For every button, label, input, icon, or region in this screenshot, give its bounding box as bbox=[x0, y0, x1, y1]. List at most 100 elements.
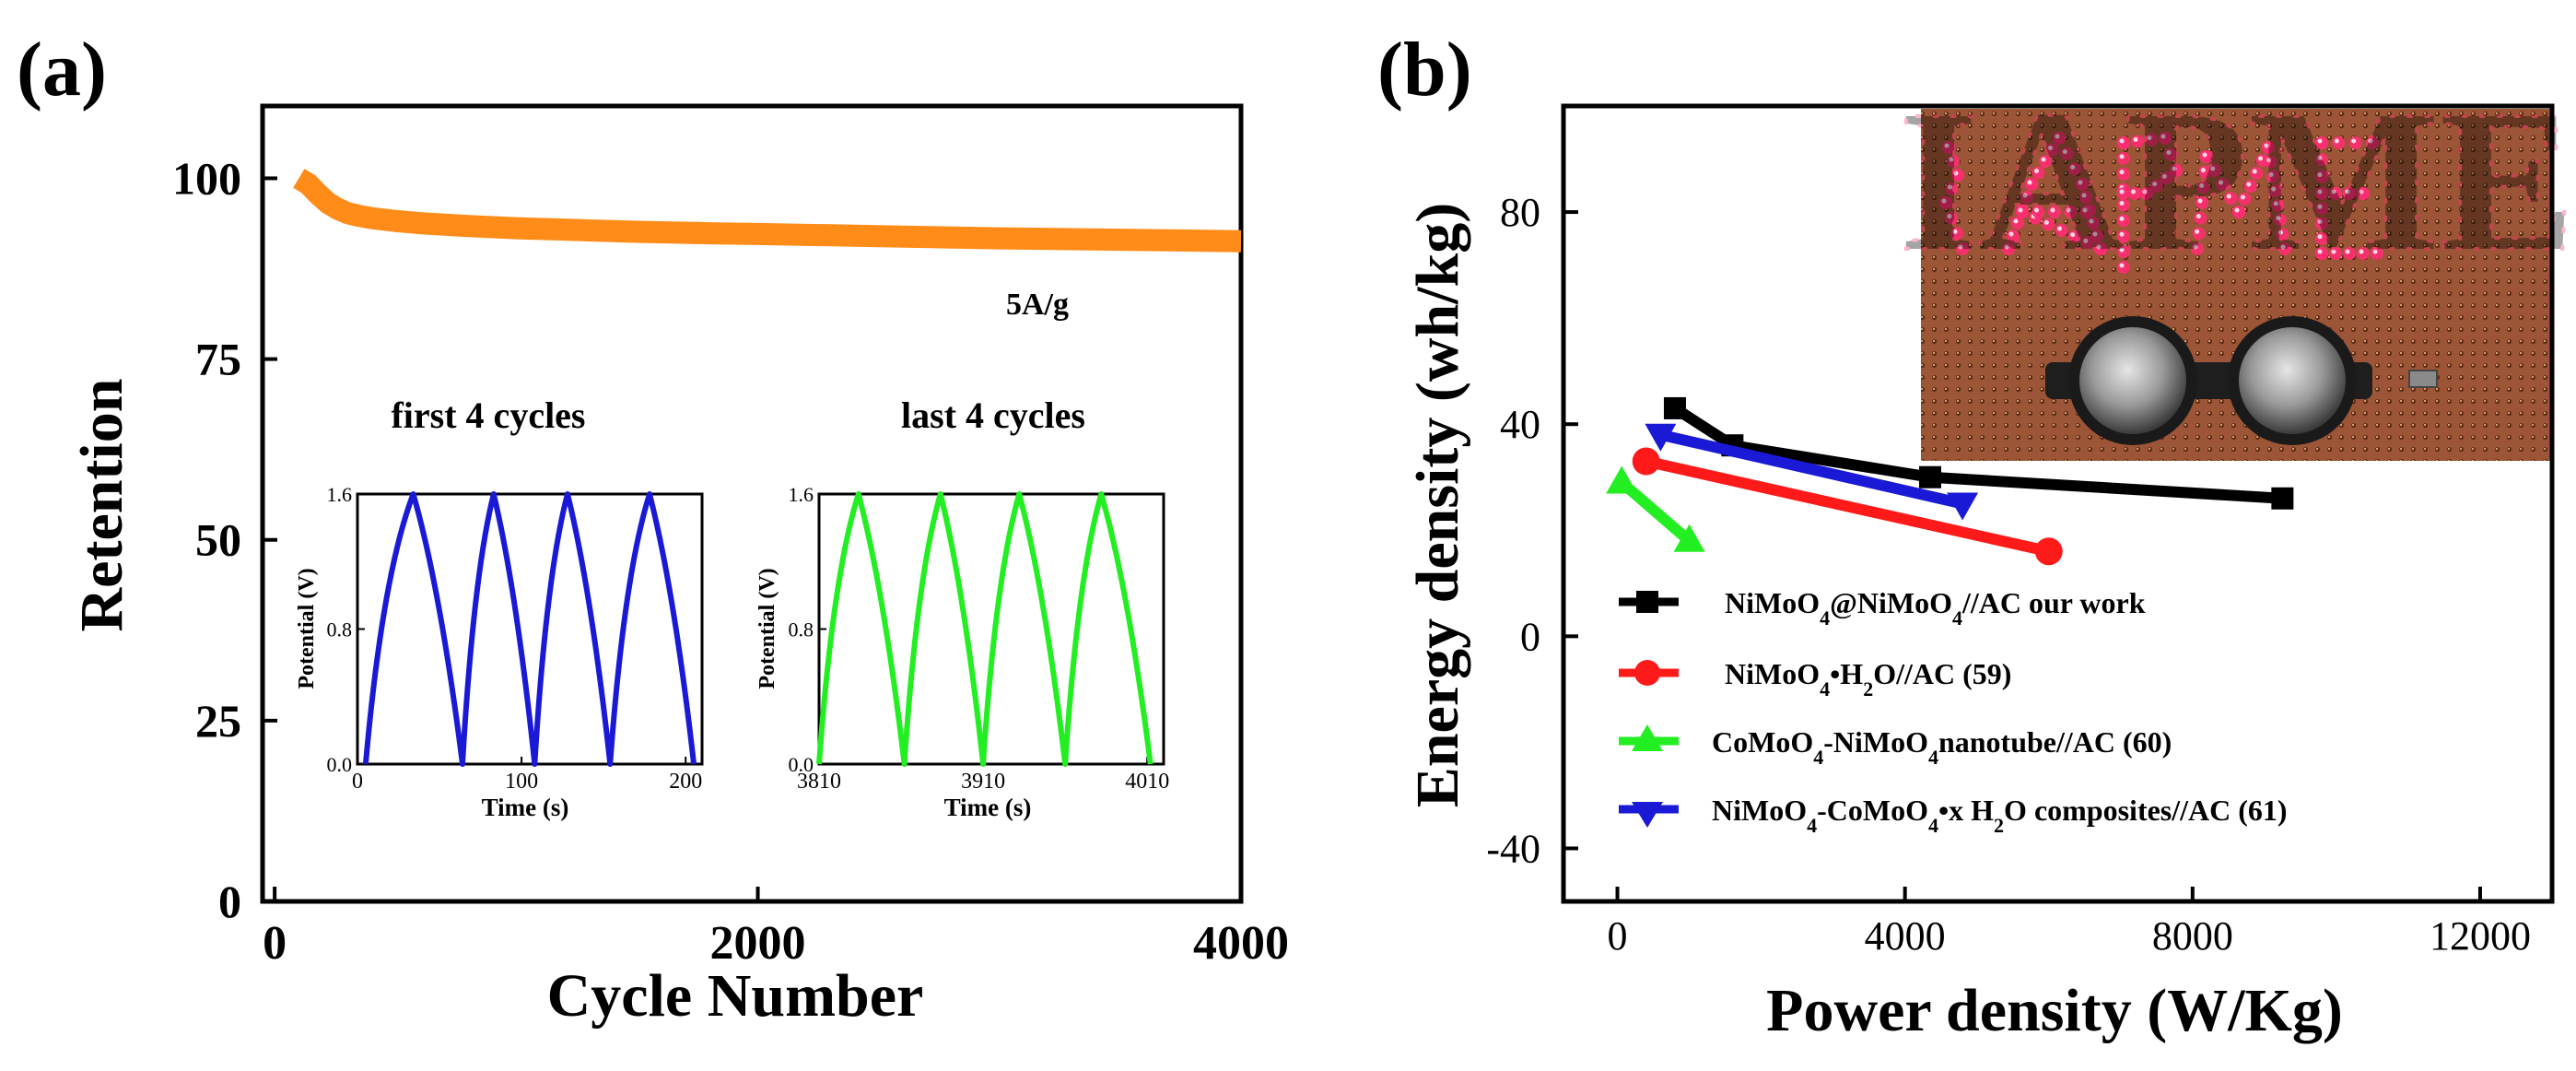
inset-last-4-cycles: last 4 cycles 3810 3910 4010 0.0 0.8 1.6 Time… bbox=[755, 394, 1169, 821]
legend-label-ref60: CoMoO4-NiMoO4nanotube//AC (60) bbox=[1712, 725, 2172, 769]
ragone-series-line-1 bbox=[1645, 455, 2051, 558]
led-highlight bbox=[2202, 152, 2207, 158]
inset-last-series-line bbox=[816, 491, 1153, 767]
legend-marker-triangle-up bbox=[1632, 724, 1663, 751]
led-highlight bbox=[2172, 166, 2177, 171]
led-highlight bbox=[2334, 138, 2339, 144]
ragone-point-square bbox=[2271, 487, 2294, 510]
led-highlight bbox=[2317, 204, 2323, 209]
current-density-annotation: 5A/g bbox=[1006, 288, 1069, 322]
retention-y-ticks: 0 25 50 75 100 bbox=[172, 152, 277, 927]
coin-cell-photo: IAPME bbox=[1897, 66, 2576, 461]
led-highlight bbox=[2083, 238, 2089, 243]
led-highlight bbox=[2264, 143, 2269, 148]
led-highlight bbox=[2070, 232, 2076, 238]
led-highlight bbox=[1941, 198, 1947, 204]
ragone-point-square bbox=[1918, 465, 1941, 488]
panel-b-ragone-chart: (b) IAPME 0 4000 8000 12000 -40 0 40 80 Power … bbox=[1377, 27, 2576, 1044]
ragone-y-tick-label: 0 bbox=[1520, 614, 1540, 659]
led-highlight bbox=[2131, 189, 2136, 194]
led-highlight bbox=[2119, 154, 2125, 159]
led-highlight bbox=[2043, 219, 2049, 225]
led-highlight bbox=[2081, 193, 2087, 198]
led-highlight bbox=[2226, 194, 2231, 199]
led-highlight bbox=[2268, 171, 2274, 177]
led-highlight bbox=[2004, 244, 2009, 250]
resistor-component bbox=[2408, 370, 2438, 388]
led-highlight bbox=[2161, 173, 2167, 179]
led-highlight bbox=[2048, 146, 2053, 150]
inset-first-title: first 4 cycles bbox=[391, 394, 585, 436]
ragone-plot-frame bbox=[1561, 103, 2555, 904]
ragone-series-line-0 bbox=[1671, 403, 2283, 504]
legend-item-ref60: CoMoO4-NiMoO4nanotube//AC (60) bbox=[1619, 724, 2172, 769]
led-highlight bbox=[2034, 169, 2039, 173]
retention-x-axis-label: Cycle Number bbox=[547, 962, 924, 1030]
led-highlight bbox=[2027, 180, 2032, 185]
ragone-point-triangle-up bbox=[1606, 465, 1638, 494]
led-highlight bbox=[1947, 214, 1952, 219]
ragone-y-ticks: -40 0 40 80 bbox=[1486, 190, 1578, 871]
inset-first-y-tick-label: 1.6 bbox=[327, 483, 353, 506]
coin-cell-left bbox=[2079, 327, 2186, 434]
led-highlight bbox=[2082, 207, 2088, 213]
led-highlight bbox=[2013, 218, 2019, 224]
led-highlight bbox=[2368, 138, 2373, 144]
led-highlight bbox=[2234, 207, 2240, 213]
retention-x-tick-label: 0 bbox=[263, 917, 287, 970]
led-highlight bbox=[2119, 170, 2125, 175]
inset-first-x-tick-label: 100 bbox=[505, 770, 538, 794]
coin-cell-right bbox=[2239, 327, 2346, 434]
legend-item-our-work: NiMoO4@NiMoO4//AC our work bbox=[1619, 586, 2146, 630]
inset-first-series-line bbox=[362, 491, 697, 767]
led-highlight bbox=[2317, 189, 2323, 194]
retention-y-tick-label: 100 bbox=[172, 152, 241, 204]
led-highlight bbox=[2142, 189, 2148, 194]
inset-first-ticks: 0 100 200 0.0 0.8 1.6 bbox=[327, 483, 703, 794]
ragone-y-tick-label: 80 bbox=[1500, 190, 1540, 235]
ragone-point-triangle-down bbox=[1645, 423, 1677, 452]
retention-x-ticks: 0 2000 4000 bbox=[263, 887, 1289, 970]
panel-b-label: (b) bbox=[1377, 27, 1472, 112]
led-highlight bbox=[2246, 182, 2252, 187]
led-highlight bbox=[2050, 207, 2055, 213]
led-highlight bbox=[2119, 201, 2125, 206]
inset-last-x-label: Time (s) bbox=[944, 794, 1032, 821]
led-highlight bbox=[2055, 134, 2060, 139]
led-highlight bbox=[2119, 216, 2125, 221]
led-highlight bbox=[1944, 143, 1950, 148]
retention-y-tick-label: 50 bbox=[195, 514, 241, 566]
led-highlight bbox=[2317, 249, 2323, 254]
ragone-point-circle bbox=[1632, 447, 1660, 476]
led-highlight bbox=[2160, 134, 2166, 139]
led-highlight bbox=[2210, 166, 2216, 171]
inset-first-x-label: Time (s) bbox=[482, 794, 569, 821]
led-highlight bbox=[2372, 249, 2378, 254]
led-highlight bbox=[2359, 189, 2364, 194]
retention-y-tick-label: 0 bbox=[218, 876, 241, 927]
ragone-y-axis-label: Energy density (wh/kg) bbox=[1404, 203, 1471, 807]
led-highlight bbox=[2147, 135, 2152, 141]
ragone-series-line-3 bbox=[1659, 429, 1964, 510]
ragone-series bbox=[1606, 396, 2294, 566]
led-highlight bbox=[2317, 172, 2323, 178]
legend-marker-triangle-down bbox=[1632, 802, 1663, 828]
led-highlight bbox=[2119, 263, 2125, 268]
led-highlight bbox=[2271, 186, 2277, 192]
retention-y-tick-label: 25 bbox=[195, 695, 241, 747]
coin-cells bbox=[2045, 316, 2438, 445]
inset-last-title: last 4 cycles bbox=[901, 394, 1085, 436]
led-highlight bbox=[2133, 136, 2138, 142]
led-highlight bbox=[2096, 244, 2102, 250]
led-highlight bbox=[2200, 168, 2206, 173]
ragone-point-triangle-down bbox=[1947, 492, 1979, 521]
led-highlight bbox=[2317, 155, 2323, 160]
inset-first-x-tick-label: 200 bbox=[669, 770, 702, 794]
led-highlight bbox=[2266, 158, 2272, 163]
inset-first-4-cycles: first 4 cycles 0 100 200 0.0 0.8 1.6 Time (s)… bbox=[295, 394, 704, 821]
led-highlight bbox=[2197, 198, 2203, 204]
inset-first-y-tick-label: 0.8 bbox=[327, 618, 353, 641]
led-highlight bbox=[2078, 180, 2083, 185]
